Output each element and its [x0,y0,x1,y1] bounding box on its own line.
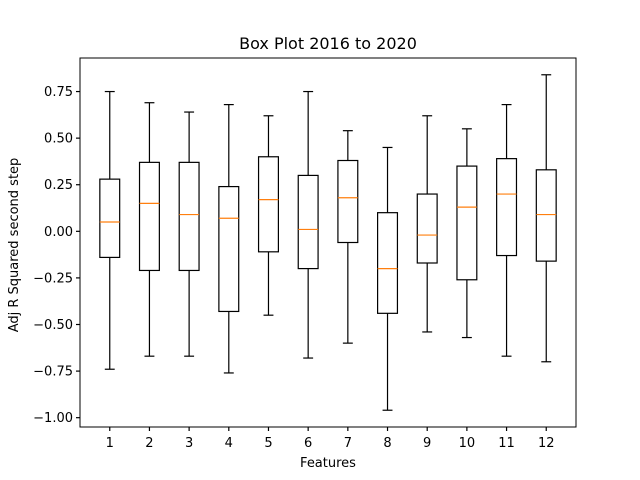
box-9 [416,193,438,264]
box-1 [99,178,121,259]
y-tick-label: 0.50 [44,132,73,147]
x-tick-label: 12 [538,436,555,451]
x-axis-label: Features [300,456,356,471]
box-8 [377,212,399,314]
x-tick-label: 7 [344,436,352,451]
x-tick-label: 8 [383,436,391,451]
x-tick-label: 4 [225,436,233,451]
x-tick-label: 2 [145,436,153,451]
y-tick-label: 0.75 [44,85,73,100]
x-tick-label: 1 [106,436,114,451]
x-tick-label: 11 [498,436,515,451]
x-tick-label: 10 [459,436,476,451]
box-3 [178,161,200,272]
box-7 [337,159,359,244]
y-tick-label: −1.00 [33,411,73,426]
y-tick-label: −0.25 [33,271,73,286]
y-tick-label: −0.75 [33,365,73,380]
box-10 [456,165,478,281]
box-4 [218,185,240,313]
y-tick-label: 0.25 [44,178,73,193]
box-12 [535,169,557,262]
box-5 [257,156,279,253]
y-axis-label: Adj R Squared second step [7,158,22,333]
x-tick-label: 3 [185,436,193,451]
x-tick-label: 6 [304,436,312,451]
y-tick-label: 0.00 [44,225,73,240]
box-11 [496,158,518,257]
x-tick-label: 9 [423,436,431,451]
x-tick-label: 5 [264,436,272,451]
plot-area: 0.750.500.250.00−0.25−0.50−0.75−1.001 2 3 4… [33,57,577,451]
box-6 [297,174,319,270]
box-2 [138,161,160,272]
chart-title: Box Plot 2016 to 2020 [239,34,417,53]
axes-frame [79,57,577,428]
y-tick-label: −0.50 [33,318,73,333]
